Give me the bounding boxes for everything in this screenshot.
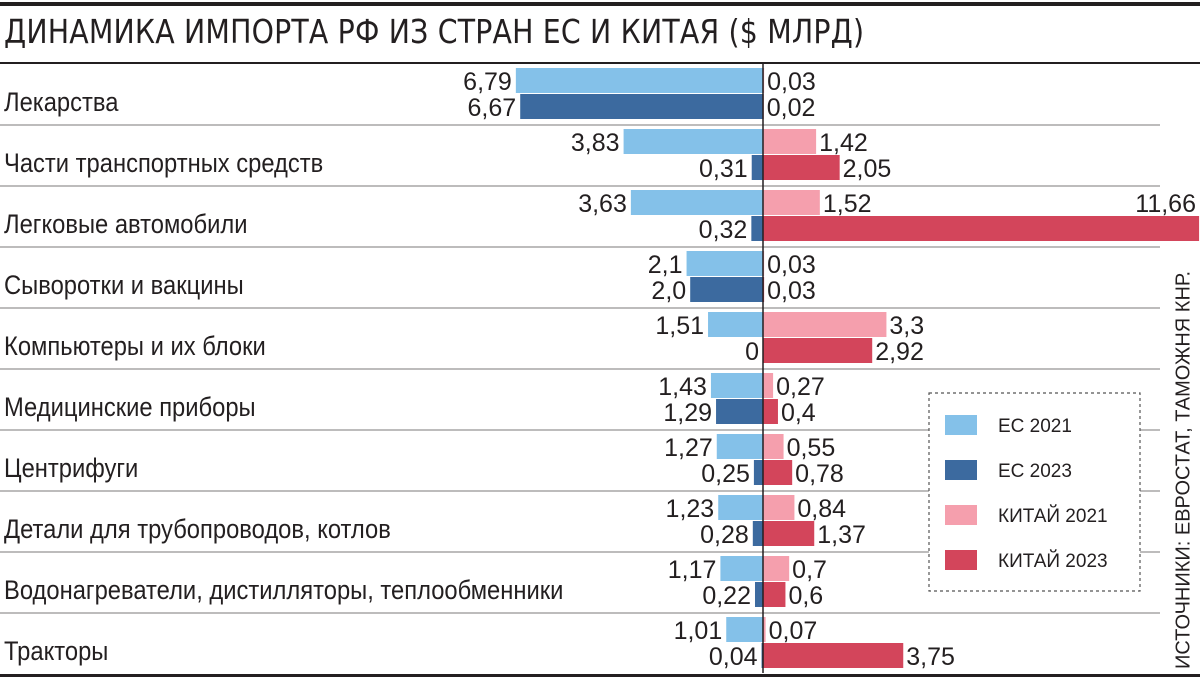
bar-eu-2023 [753,460,763,485]
value-label-china-2023: 11,66 [1135,190,1196,218]
bar-eu-2023 [690,277,763,302]
value-label-china-2021: 1,52 [823,190,872,218]
bar-eu-2021 [710,373,763,398]
value-label-china-2021: 1,42 [819,129,868,157]
bar-eu-2023 [751,216,763,241]
value-label-china-2023: 0,03 [767,277,816,305]
bar-eu-2023 [754,582,763,607]
bar-china-2021 [763,373,774,398]
bar-eu-2021 [720,556,763,581]
legend-label: КИТАЙ 2021 [998,505,1108,527]
category-label: Легковые автомобили [4,210,247,240]
bar-eu-2023 [751,155,763,180]
bar-china-2021 [763,617,766,642]
value-label-eu-2021: 6,79 [463,68,512,96]
value-label-china-2023: 0,6 [788,582,823,610]
value-label-china-2021: 0,07 [769,617,818,645]
bottom-rule [0,674,1200,677]
bar-eu-2023 [752,521,763,546]
value-label-china-2021: 0,84 [797,495,846,523]
bar-eu-2021 [716,434,763,459]
category-label: Детали для трубопроводов, котлов [4,515,391,545]
value-label-china-2023: 2,05 [843,155,892,183]
bar-china-2021 [763,434,784,459]
value-label-china-2023: 0,4 [781,399,816,427]
value-label-eu-2023: 0,22 [702,582,751,610]
value-label-eu-2023: 0,04 [709,643,758,671]
legend-swatch [945,550,977,570]
value-label-china-2021: 3,3 [889,312,924,340]
legend-swatch [945,505,977,525]
value-label-eu-2021: 1,23 [666,495,715,523]
bar-china-2023 [763,643,904,668]
bar-china-2021 [763,190,820,215]
chart-title: ДИНАМИКА ИМПОРТА РФ ИЗ СТРАН ЕС И КИТАЯ … [4,12,865,51]
bar-china-2023 [763,338,873,363]
bar-china-2021 [763,312,887,337]
value-label-china-2021: 0,03 [767,68,816,96]
value-label-eu-2021: 3,63 [578,190,627,218]
legend-swatch [945,460,977,480]
value-label-china-2021: 0,55 [787,434,836,462]
bar-eu-2021 [623,129,763,154]
value-label-eu-2021: 1,43 [658,373,707,401]
value-label-china-2023: 0,78 [795,460,844,488]
bar-china-2023 [763,216,1200,241]
value-label-china-2023: 0,02 [767,94,816,122]
legend-label: ЕС 2021 [998,416,1072,437]
value-label-eu-2021: 1,51 [655,312,704,340]
category-label: Компьютеры и их блоки [4,332,266,362]
bar-china-2023 [763,399,778,424]
bar-china-2023 [763,521,815,546]
value-label-eu-2021: 3,83 [571,129,620,157]
bar-china-2023 [763,582,786,607]
category-label: Медицинские приборы [4,393,256,423]
category-label: Тракторы [4,637,108,667]
category-label: Лекарства [4,88,119,118]
bar-china-2021 [763,129,817,154]
value-label-eu-2023: 1,29 [663,399,712,427]
value-label-eu-2021: 1,01 [674,617,723,645]
value-label-eu-2023: 2,0 [651,277,686,305]
bar-china-2021 [763,556,790,581]
value-label-china-2021: 0,03 [767,251,816,279]
value-label-eu-2021: 2,1 [648,251,683,279]
bar-eu-2023 [520,94,763,119]
value-label-eu-2023: 6,67 [468,94,517,122]
legend-swatch [945,415,977,435]
source-text: ИСТОЧНИКИ: ЕВРОСТАТ, ТАМОЖНЯ КНР. [1172,270,1195,670]
bar-eu-2021 [726,617,763,642]
top-rule [0,2,1200,6]
bar-eu-2023 [716,399,763,424]
bar-eu-2021 [718,495,763,520]
bar-china-2023 [763,155,840,180]
value-label-china-2023: 2,92 [875,338,924,366]
legend-label: ЕС 2023 [998,461,1072,482]
title-rule [0,62,1200,64]
bar-china-2023 [763,460,793,485]
value-label-eu-2023: 0 [745,338,759,366]
bar-eu-2021 [630,190,763,215]
bar-eu-2021 [686,251,763,276]
category-label: Сыворотки и вакцины [4,271,244,301]
value-label-china-2021: 0,27 [776,373,825,401]
value-label-eu-2021: 1,27 [664,434,713,462]
value-label-china-2023: 3,75 [906,643,955,671]
category-label: Части транспортных средств [4,149,323,179]
category-label: Водонагреватели, дистилляторы, теплообме… [4,576,563,606]
value-label-china-2021: 0,7 [792,556,827,584]
category-label: Центрифуги [4,454,138,484]
value-label-china-2023: 1,37 [817,521,866,549]
value-label-eu-2023: 0,28 [700,521,749,549]
legend-label: КИТАЙ 2023 [998,550,1108,572]
bar-china-2021 [763,495,795,520]
value-label-eu-2023: 0,32 [699,216,748,244]
value-label-eu-2023: 0,31 [699,155,748,183]
bar-eu-2021 [515,68,763,93]
legend: ЕС 2021 ЕС 2023 КИТАЙ 2021 КИТАЙ 2023 [928,392,1141,592]
value-label-eu-2023: 0,25 [701,460,750,488]
bar-eu-2021 [708,312,763,337]
value-label-eu-2021: 1,17 [668,556,717,584]
